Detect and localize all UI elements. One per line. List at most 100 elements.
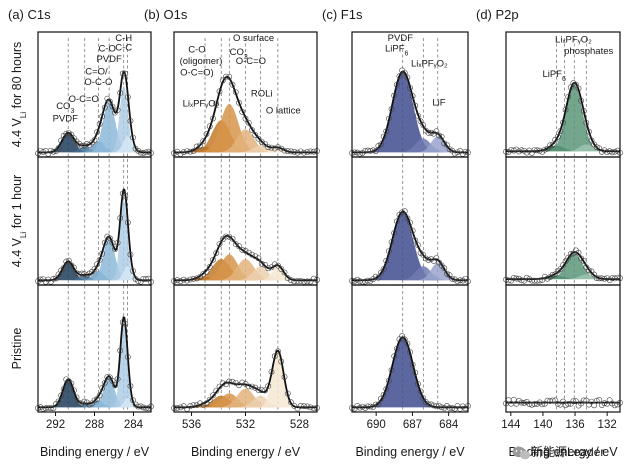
annotation-P2p-0-main: LiₓPFᵧO₂	[555, 34, 592, 45]
annotation-P2p-0: LiₓPFᵧO₂	[555, 34, 592, 45]
data-point	[301, 403, 307, 410]
data-point	[284, 275, 291, 282]
data-point	[396, 73, 403, 80]
data-point	[265, 383, 272, 389]
data-point	[407, 84, 413, 91]
data-point	[401, 208, 408, 215]
data-point	[232, 241, 239, 247]
data-point	[541, 146, 548, 153]
peak-O1s-r80h-3	[174, 129, 317, 153]
data-point	[114, 376, 121, 382]
data-point	[107, 235, 113, 242]
peak-C1s-r80h-2	[38, 140, 151, 153]
data-point	[428, 401, 434, 408]
data-point	[565, 93, 572, 100]
spectrum-P2p-rp	[503, 284, 623, 413]
data-point	[291, 278, 298, 285]
data-point	[372, 148, 379, 155]
data-point	[510, 396, 517, 403]
data-point	[370, 147, 376, 154]
data-point	[242, 115, 249, 122]
data-point	[297, 148, 304, 155]
data-point	[436, 403, 442, 409]
data-point	[127, 251, 134, 258]
data-point	[229, 235, 236, 242]
annotation-C1s-5: O-C-O	[84, 77, 112, 88]
data-point	[124, 94, 131, 100]
data-point	[275, 348, 281, 355]
data-point	[401, 69, 408, 76]
annotation-O1s-8: O lattice	[266, 106, 301, 117]
peak-P2p-r1h-2	[506, 274, 620, 280]
data-point	[278, 358, 285, 365]
data-point	[378, 141, 384, 148]
data-point	[239, 109, 246, 115]
data-point	[180, 149, 187, 156]
data-point	[304, 278, 311, 285]
panel-title-P2p: (d) P2p	[476, 7, 519, 22]
annotation-C1s-0: C-H	[115, 33, 132, 44]
spectrum-O1s-rp	[171, 284, 320, 413]
data-point	[281, 269, 288, 276]
peak-P2p-r80h-1	[506, 84, 620, 152]
data-point	[586, 267, 592, 274]
data-point	[288, 148, 294, 155]
data-point	[454, 149, 461, 156]
tick-label-P2p-0: 144	[501, 419, 521, 431]
peak-C1s-rp-5	[38, 397, 151, 408]
data-point	[297, 277, 304, 284]
data-point	[268, 144, 275, 151]
tick-label-P2p-2: 136	[565, 419, 584, 431]
data-point	[210, 256, 216, 263]
data-point	[229, 81, 236, 88]
data-point	[271, 261, 278, 268]
data-point	[216, 383, 223, 390]
data-point	[255, 387, 262, 393]
data-point	[184, 277, 190, 284]
annotation-C1s-6: O-C=O	[69, 94, 99, 105]
data-point	[206, 263, 213, 270]
annotation-F1s-0: PVDF	[388, 33, 414, 44]
data-point	[262, 141, 268, 147]
data-point	[580, 108, 587, 114]
data-point	[380, 391, 387, 398]
data-point	[281, 374, 288, 380]
data-point	[55, 145, 62, 151]
data-point	[142, 405, 149, 412]
data-point	[611, 402, 618, 409]
panel-title-O1s: (b) O1s	[144, 7, 188, 22]
data-point	[96, 392, 103, 399]
annotation-O1s-4: O-C=O	[236, 56, 266, 67]
data-point	[407, 219, 413, 226]
data-point	[567, 84, 574, 91]
annotation-P2p-1-main: phosphates	[564, 46, 613, 57]
peak-O1s-r1h-5	[174, 266, 317, 281]
annotation-C1s-6-main: O-C=O	[69, 94, 99, 105]
data-point	[580, 397, 587, 404]
data-point	[135, 278, 142, 284]
annotation-C1s-1-main: C-C	[115, 42, 132, 53]
data-point	[399, 209, 405, 216]
data-point	[255, 255, 262, 262]
data-point	[388, 106, 395, 112]
data-point	[609, 149, 616, 156]
annotation-C1s-3: PVDF	[96, 54, 122, 65]
data-point	[409, 93, 416, 99]
data-point	[557, 128, 564, 134]
data-point	[213, 250, 220, 256]
data-point	[433, 128, 440, 135]
annotation-O1s-2-sub: 3	[244, 53, 248, 60]
data-point	[310, 275, 317, 282]
data-point	[412, 369, 419, 376]
peak-F1s-rp-0	[352, 337, 468, 408]
row-label-rp: Pristine	[10, 328, 24, 370]
data-point	[174, 404, 181, 411]
data-point	[184, 148, 190, 155]
annotation-C1s-7-main: CO	[56, 101, 70, 112]
data-point	[177, 278, 184, 285]
data-point	[96, 121, 103, 127]
data-point	[65, 257, 72, 264]
data-point	[294, 149, 301, 156]
